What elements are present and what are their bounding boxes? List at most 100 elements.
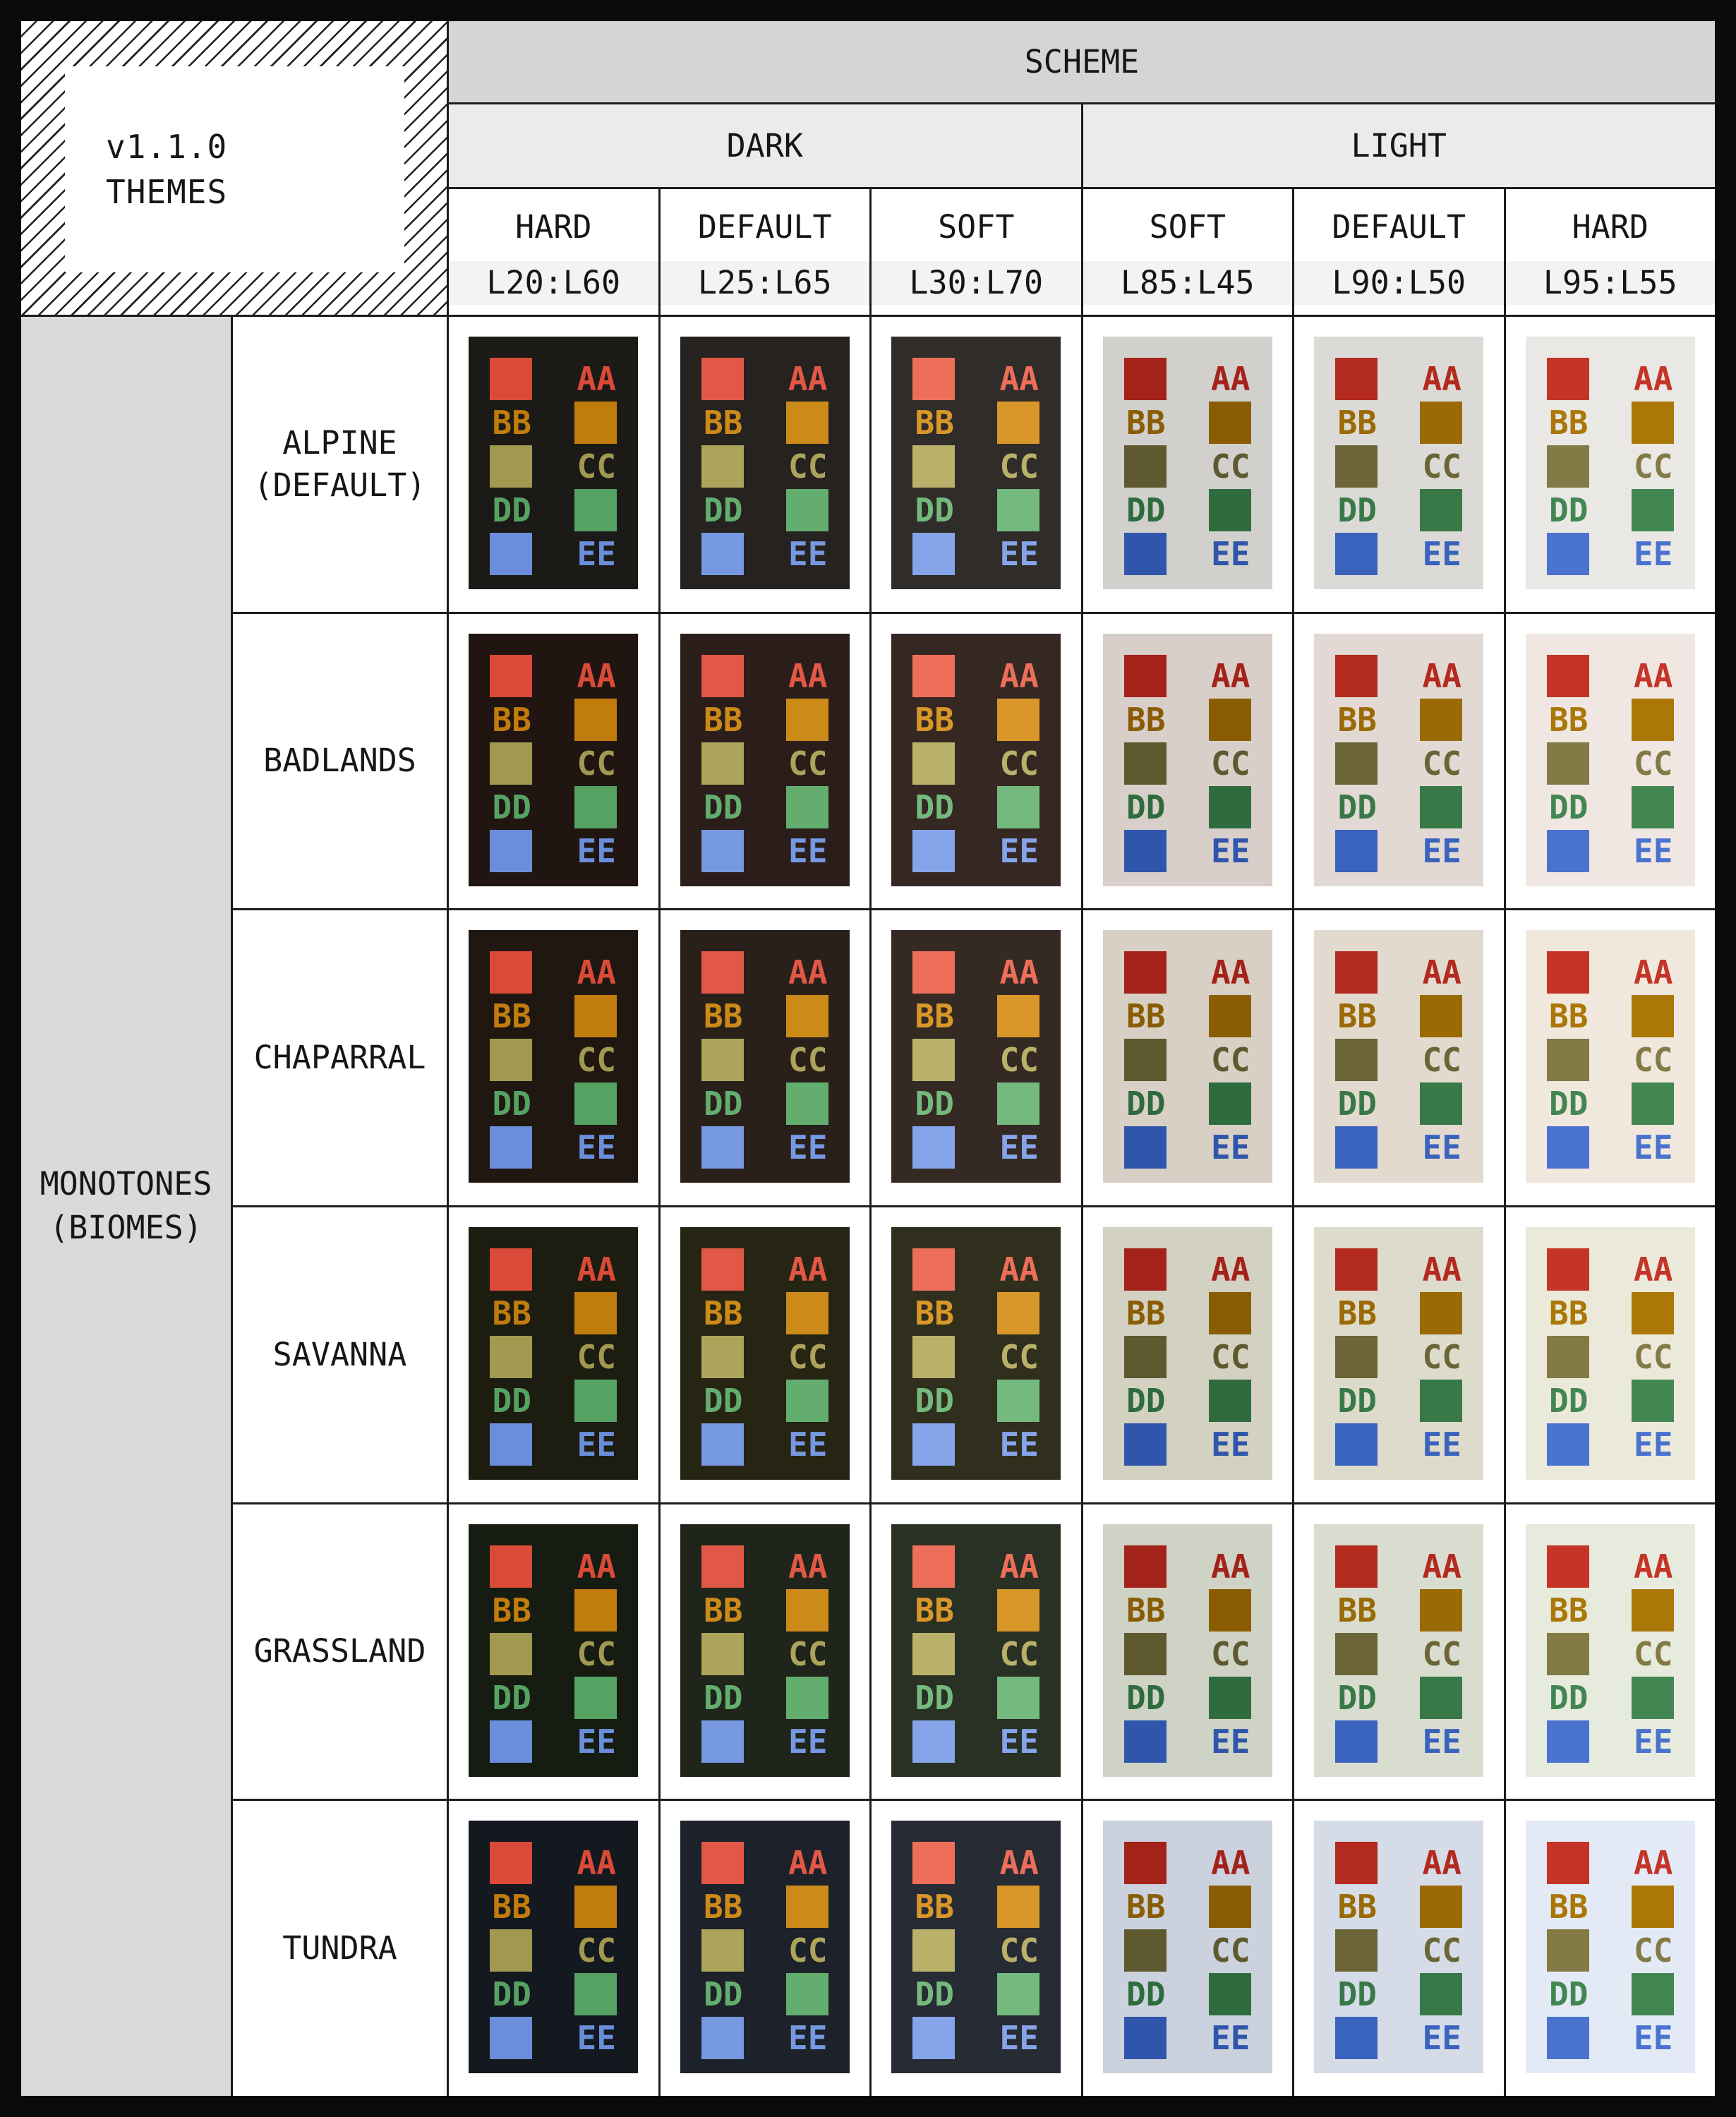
swatch-cc — [1335, 445, 1378, 488]
swatch-bb — [997, 1588, 1040, 1632]
swatch-label-aa: AA — [1422, 1844, 1461, 1883]
variant-label: HARD — [1572, 208, 1648, 246]
theme-card-grassland-light-soft-L45: BB DD AA CC EE — [1102, 1524, 1272, 1777]
theme-card-chaparral-light-default-L50: BB DD AA CC EE — [1314, 930, 1484, 1183]
swatch-dd — [1631, 489, 1674, 531]
swatch-bb — [1420, 1291, 1463, 1334]
swatch-label-ee: EE — [1422, 831, 1461, 870]
swatch-bb — [574, 698, 617, 741]
swatch-dd — [1208, 1082, 1251, 1126]
swatch-label-bb: BB — [1126, 404, 1166, 442]
swatch-cc — [1123, 445, 1167, 488]
swatch-label-bb: BB — [704, 1591, 743, 1629]
swatch-label-dd: DD — [704, 1085, 743, 1123]
swatch-label-bb: BB — [1337, 700, 1377, 739]
theme-card-tundra-dark-default-L65: BB DD AA CC EE — [680, 1821, 850, 2074]
swatch-aa — [490, 1545, 533, 1588]
variant-label: HARD — [515, 208, 592, 246]
theme-cell: BB DD AA CC EE — [1083, 613, 1292, 909]
swatch-aa — [1546, 951, 1589, 994]
swatch-ee — [912, 1720, 956, 1763]
ratio-label: L20:L60 — [449, 261, 658, 305]
swatch-bb — [1631, 402, 1674, 444]
swatch-aa — [1123, 358, 1167, 400]
swatch-bb — [997, 402, 1040, 444]
swatch-label-aa: AA — [1211, 656, 1250, 695]
theme-cell: BB DD AA CC EE — [1505, 910, 1715, 1205]
swatch-cc — [701, 1632, 744, 1675]
version-box: v1.1.0 THEMES — [65, 66, 404, 272]
swatch-bb — [997, 1886, 1040, 1929]
swatch-ee — [912, 1126, 956, 1169]
column-header-dark-soft: SOFT L30:L70 — [872, 189, 1081, 315]
swatch-label-cc: CC — [788, 1634, 828, 1673]
theme-card-grassland-light-hard-L55: BB DD AA CC EE — [1525, 1524, 1695, 1777]
swatch-label-cc: CC — [999, 447, 1039, 485]
swatch-label-dd: DD — [1337, 491, 1377, 529]
theme-card-tundra-light-hard-L55: BB DD AA CC EE — [1525, 1821, 1695, 2074]
swatch-ee — [1335, 1126, 1378, 1169]
theme-cell: BB DD AA CC EE — [449, 910, 658, 1205]
swatch-label-dd: DD — [1126, 788, 1166, 826]
swatch-label-ee: EE — [1422, 1425, 1461, 1464]
swatch-aa — [1546, 1248, 1589, 1291]
theme-cell: BB DD AA CC EE — [1083, 1801, 1292, 2096]
swatch-ee — [701, 533, 744, 575]
swatch-ee — [1123, 533, 1167, 575]
swatch-label-dd: DD — [1337, 788, 1377, 826]
swatch-label-cc: CC — [788, 1041, 828, 1080]
swatch-dd — [1208, 785, 1251, 828]
swatch-label-bb: BB — [1549, 1591, 1589, 1629]
swatch-dd — [997, 1379, 1040, 1422]
swatch-cc — [490, 742, 533, 785]
theme-cell: BB DD AA CC EE — [449, 1801, 658, 2096]
swatch-dd — [1420, 1082, 1463, 1126]
swatch-label-dd: DD — [492, 1678, 531, 1717]
swatch-ee — [912, 533, 956, 575]
ratio-label: L90:L50 — [1294, 261, 1504, 305]
theme-cell: BB DD AA CC EE — [872, 613, 1081, 909]
swatch-label-aa: AA — [999, 360, 1039, 398]
swatch-bb — [1208, 698, 1251, 741]
swatch-label-cc: CC — [788, 447, 828, 485]
theme-cell: BB DD AA CC EE — [1083, 1207, 1292, 1502]
swatch-label-cc: CC — [999, 1931, 1039, 1970]
swatch-bb — [1631, 1588, 1674, 1632]
swatch-label-aa: AA — [1634, 656, 1673, 695]
theme-card-badlands-light-hard-L55: BB DD AA CC EE — [1525, 633, 1695, 886]
swatch-aa — [1123, 951, 1167, 994]
swatch-label-bb: BB — [492, 1888, 531, 1926]
swatch-label-ee: EE — [1634, 1722, 1673, 1761]
theme-cell: BB DD AA CC EE — [1294, 1207, 1504, 1502]
swatch-aa — [1123, 1545, 1167, 1588]
product-label: THEMES — [106, 173, 228, 211]
corner-hatch-cell: v1.1.0 THEMES — [21, 21, 447, 315]
swatch-aa — [701, 654, 744, 697]
swatch-ee — [912, 1423, 956, 1466]
swatch-ee — [1123, 829, 1167, 872]
swatch-label-cc: CC — [999, 1634, 1039, 1673]
theme-cell: BB DD AA CC EE — [660, 1207, 869, 1502]
theme-card-savanna-dark-default-L65: BB DD AA CC EE — [680, 1226, 850, 1480]
swatch-label-bb: BB — [915, 404, 954, 442]
swatch-ee — [1335, 533, 1378, 575]
swatch-label-bb: BB — [704, 1293, 743, 1332]
swatch-label-ee: EE — [577, 535, 616, 573]
theme-cell: BB DD AA CC EE — [1505, 613, 1715, 909]
swatch-label-ee: EE — [577, 1128, 616, 1167]
swatch-ee — [490, 533, 533, 575]
group-header-dark: DARK — [449, 104, 1081, 187]
swatch-label-dd: DD — [1126, 491, 1166, 529]
swatch-label-aa: AA — [1211, 1547, 1250, 1586]
swatch-label-bb: BB — [1337, 1591, 1377, 1629]
swatch-label-dd: DD — [915, 491, 954, 529]
swatch-label-cc: CC — [999, 1337, 1039, 1376]
row-label-badlands: BADLANDS — [233, 613, 447, 909]
row-label-line: CHAPARRAL — [253, 1039, 426, 1077]
swatch-label-ee: EE — [1211, 1722, 1250, 1761]
swatch-label-dd: DD — [492, 1975, 531, 2014]
swatch-label-ee: EE — [999, 535, 1039, 573]
theme-cell: BB DD AA CC EE — [1505, 1801, 1715, 2096]
swatch-label-cc: CC — [1211, 1337, 1250, 1376]
swatch-ee — [701, 2017, 744, 2060]
